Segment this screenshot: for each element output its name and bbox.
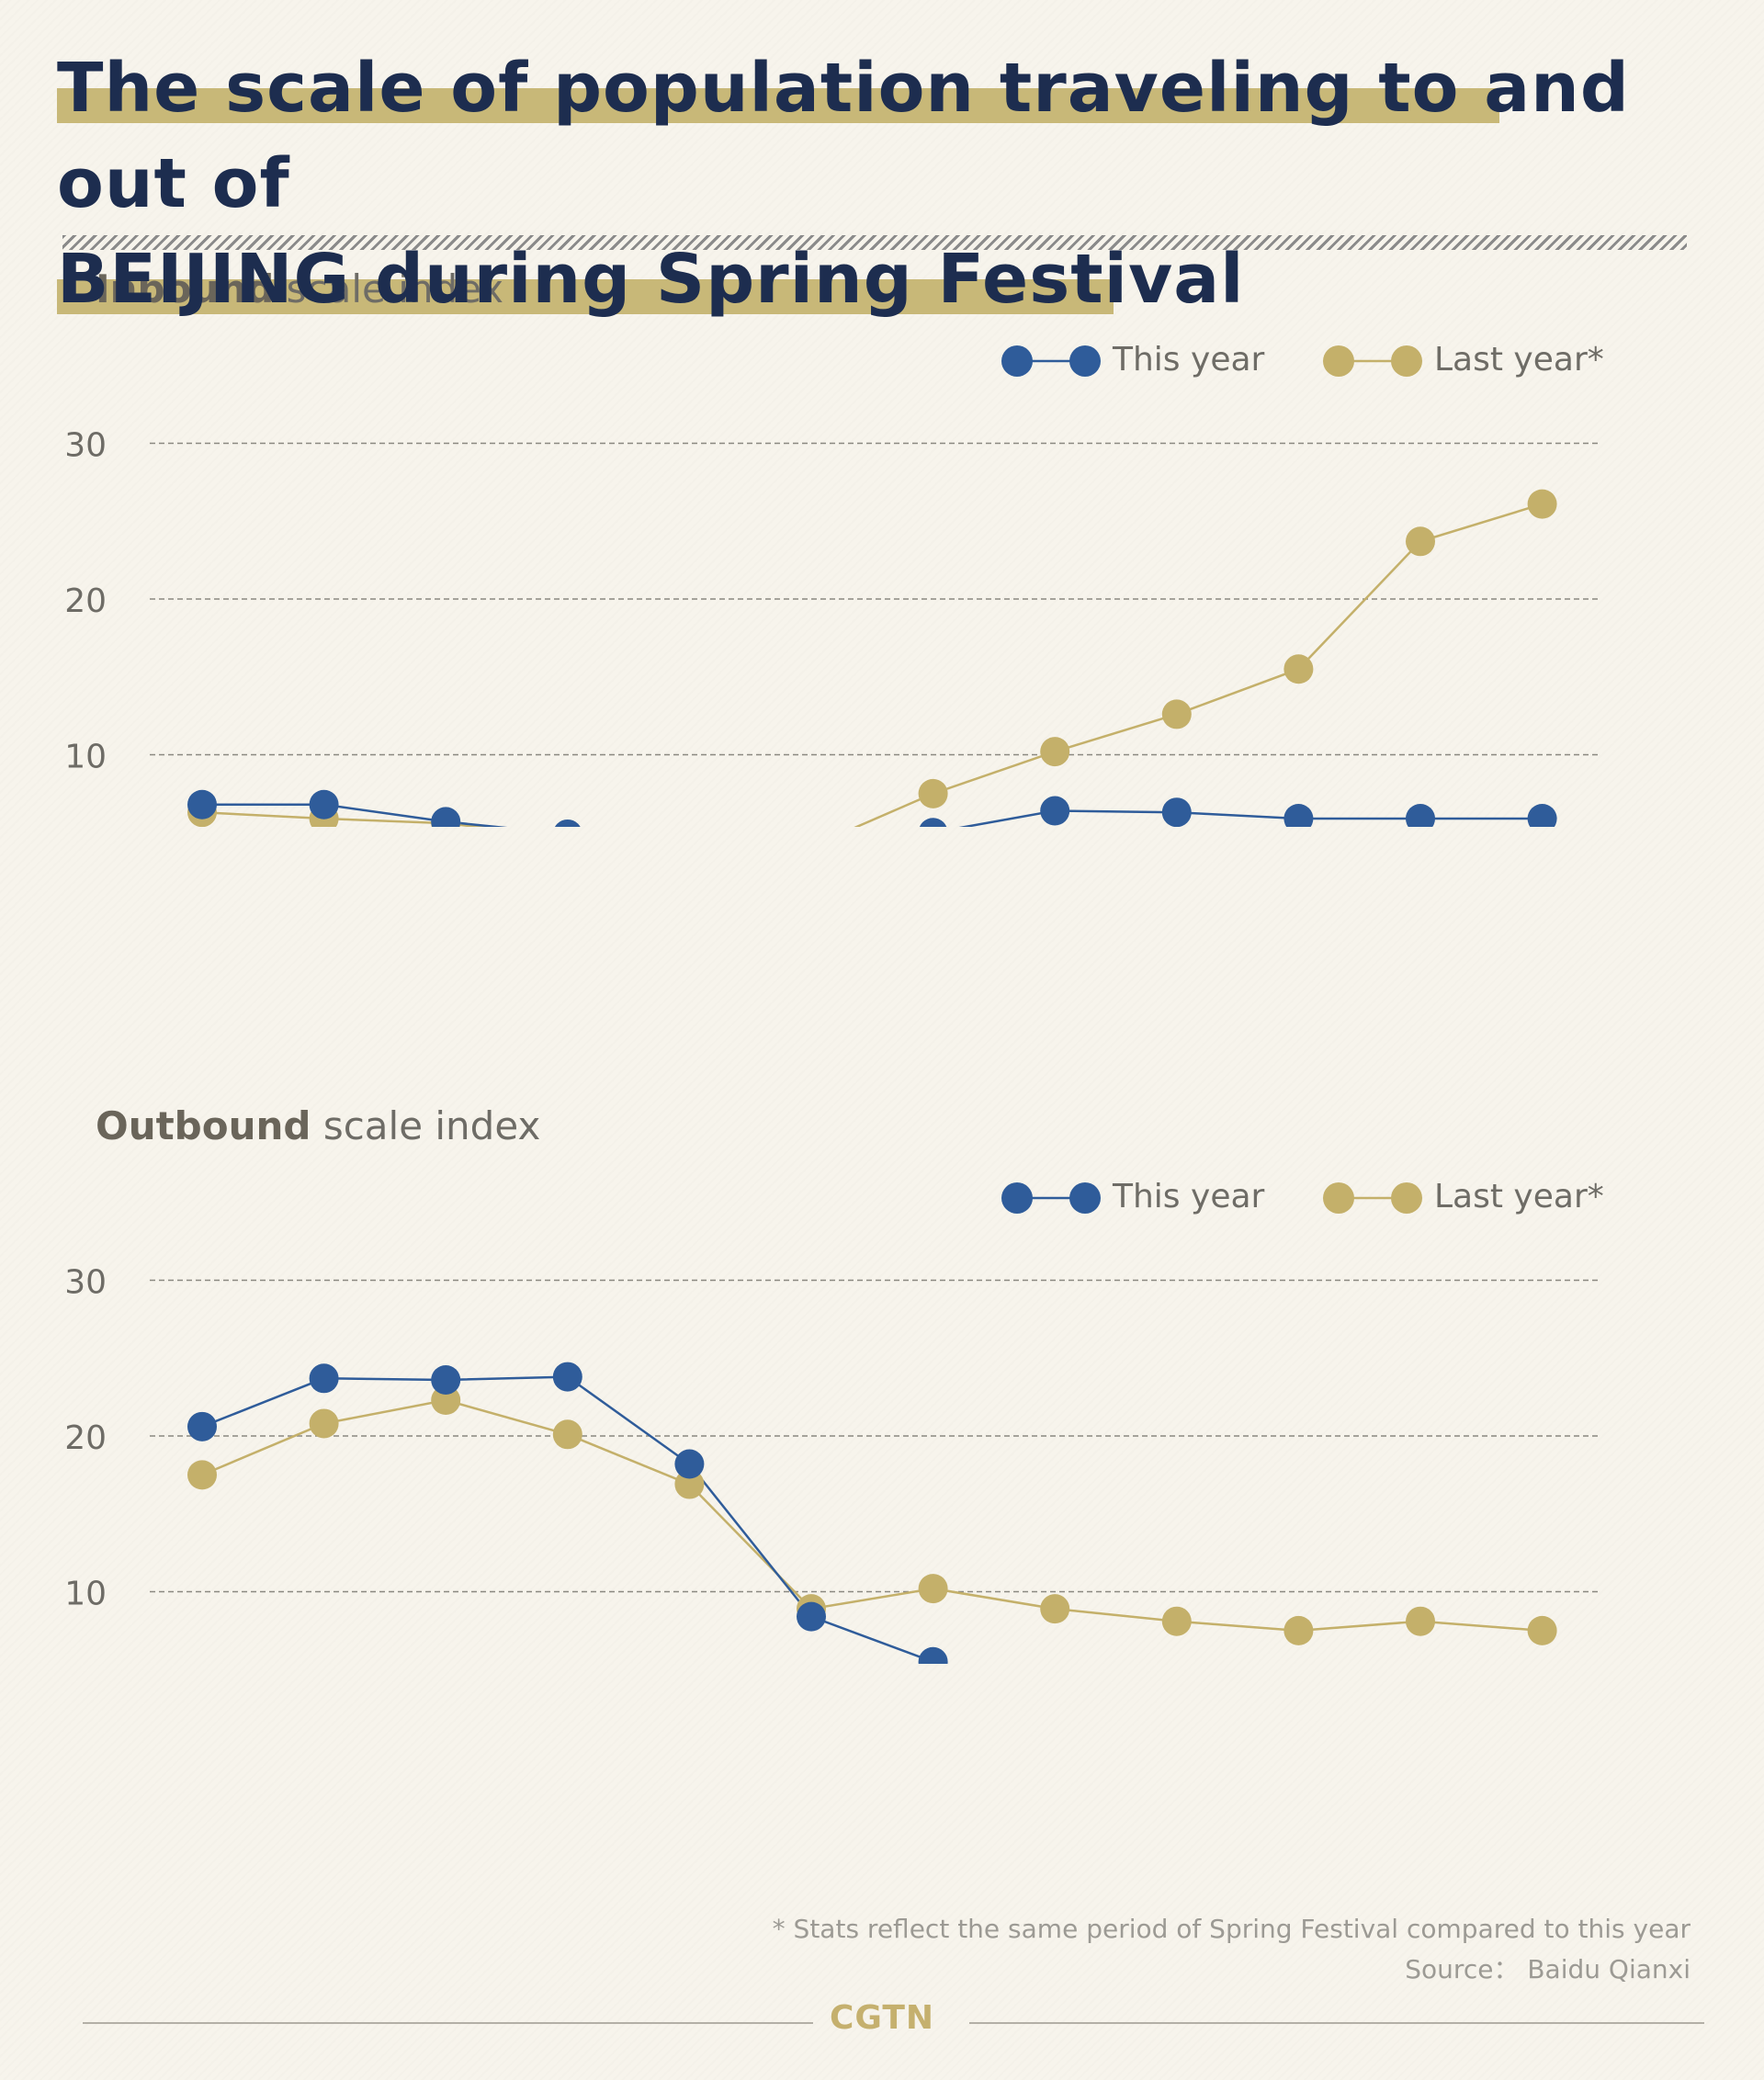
data-point: [1161, 1606, 1192, 1636]
data-point: [1527, 1615, 1557, 1645]
title-line-2: BEIJING during Spring Festival: [57, 240, 1245, 319]
data-point: [797, 1601, 826, 1632]
data-point: [1527, 489, 1557, 519]
data-point: [309, 1408, 339, 1439]
data-point: [1527, 803, 1557, 827]
data-point: [918, 1646, 948, 1664]
data-point: [309, 1363, 339, 1394]
legend-marker: [1391, 1182, 1422, 1214]
data-point: [1161, 797, 1192, 827]
data-point: [554, 819, 581, 827]
data-point: [187, 1460, 217, 1490]
legend-label: Last year*: [1434, 341, 1604, 379]
data-point: [1161, 699, 1192, 729]
data-point: [1406, 1606, 1435, 1636]
data-point: [1040, 737, 1070, 767]
inbound-chart-title: Inbound scale index: [96, 266, 504, 311]
legend-marker: [1323, 345, 1354, 377]
outbound-line-chart: 01020301/201/211/221/231/241/251/261/271…: [64, 1178, 1604, 1664]
series-line: [201, 1375, 945, 1664]
hatch-divider: [62, 235, 1687, 250]
data-point: [431, 1385, 461, 1416]
legend-marker: [1069, 345, 1101, 377]
data-point: [187, 1411, 217, 1441]
data-point: [1406, 526, 1435, 557]
data-point: [918, 1574, 948, 1604]
footer-rule-left: [83, 2022, 813, 2024]
data-point: [1406, 803, 1435, 827]
series-line: [201, 503, 1543, 827]
footnote-text: * Stats reflect the same period of Sprin…: [772, 1914, 1690, 1944]
data-point: [431, 807, 461, 827]
data-point: [918, 778, 948, 808]
y-tick-label: 20: [64, 1419, 107, 1457]
data-point: [309, 789, 339, 820]
title-line-1: The scale of population traveling to and…: [57, 49, 1630, 223]
page-title: The scale of population traveling to and…: [57, 40, 1711, 327]
legend-label: This year: [1112, 1178, 1265, 1215]
y-tick-label: 10: [64, 1576, 107, 1613]
data-point: [552, 1362, 582, 1392]
data-point: [1040, 1594, 1070, 1624]
series-line: [201, 1398, 1543, 1633]
legend-marker: [1391, 345, 1422, 377]
data-point: [1283, 803, 1314, 827]
y-tick-label: 30: [64, 1264, 107, 1302]
legend-marker: [1001, 345, 1033, 377]
data-point: [919, 818, 947, 827]
data-point: [552, 1419, 582, 1450]
data-point: [674, 1449, 705, 1479]
footnote: * Stats reflect the same period of Sprin…: [773, 1909, 1690, 1990]
y-tick-label: 30: [64, 427, 107, 465]
series-line: [202, 803, 1543, 827]
legend-label: Last year*: [1434, 1178, 1604, 1215]
outbound-chart-title: Outbound scale index: [96, 1103, 541, 1148]
legend-marker: [1001, 1182, 1033, 1214]
data-point: [187, 789, 217, 820]
data-point: [431, 1364, 461, 1395]
data-point: [1283, 654, 1314, 684]
cgtn-logo: CGTN: [829, 1999, 935, 2037]
inbound-line-chart: 01020301/201/211/221/231/241/251/261/271…: [64, 341, 1604, 827]
data-point: [1283, 1615, 1314, 1645]
data-point: [1040, 796, 1070, 826]
footer-rule-right: [969, 2022, 1704, 2024]
y-tick-label: 20: [64, 582, 107, 620]
legend-marker: [1069, 1182, 1101, 1214]
source-text: Source： Baidu Qianxi: [1405, 1954, 1690, 1984]
data-point: [674, 1469, 705, 1499]
legend-label: This year: [1112, 341, 1265, 379]
legend-marker: [1323, 1182, 1354, 1214]
y-tick-label: 10: [64, 739, 107, 776]
